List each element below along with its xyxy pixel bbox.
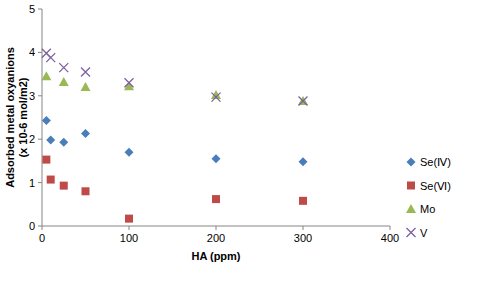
- x-tick: [303, 226, 304, 230]
- y-tick-label: 1: [29, 177, 35, 189]
- data-point: [212, 154, 221, 163]
- data-point: [212, 195, 220, 203]
- data-point: [46, 53, 55, 62]
- x-axis-title: HA (ppm): [191, 250, 240, 262]
- y-axis-title-line: Adsorbed metal oxyanions: [4, 47, 16, 188]
- data-point: [81, 67, 90, 76]
- plot-area: [41, 49, 308, 223]
- y-tick-label: 5: [29, 3, 35, 15]
- x-tick-label: 400: [381, 232, 399, 244]
- data-point: [41, 71, 51, 80]
- y-tick: [38, 95, 42, 96]
- y-axis-title: Adsorbed metal oxyanions(x 10-6 mol/m2): [4, 47, 29, 188]
- legend: Se(Ⅳ) Se(Ⅵ) Mo V: [406, 156, 451, 239]
- x-tick: [42, 226, 43, 230]
- y-tick-label: 3: [29, 90, 35, 102]
- data-point: [125, 148, 134, 157]
- y-tick: [38, 52, 42, 53]
- legend-label: Se(Ⅵ): [420, 180, 451, 192]
- y-tick: [38, 226, 42, 227]
- data-point: [82, 187, 90, 195]
- series-3: [42, 49, 308, 106]
- data-point: [212, 93, 221, 102]
- x-tick: [216, 226, 217, 230]
- data-point: [299, 197, 307, 205]
- x-tick-label: 100: [120, 232, 138, 244]
- data-point: [42, 116, 51, 125]
- legend-marker: [407, 158, 416, 167]
- legend-marker: [407, 228, 416, 237]
- legend-marker: [407, 182, 415, 190]
- data-point: [125, 78, 134, 87]
- y-tick: [38, 139, 42, 140]
- data-point: [299, 97, 308, 106]
- data-point: [59, 77, 69, 86]
- data-point: [42, 156, 50, 164]
- legend-label: Se(Ⅳ): [420, 156, 451, 168]
- y-tick-label: 0: [29, 220, 35, 232]
- y-axis-line: [42, 9, 43, 226]
- data-point: [47, 176, 55, 184]
- x-tick: [390, 226, 391, 230]
- y-tick: [38, 182, 42, 183]
- data-point: [59, 63, 68, 72]
- chart-svg: 0 1 2 3 4 5 0 100 200 300 400 HA (ppm) Adsorbed meta…: [0, 0, 480, 288]
- y-tick-label: 4: [29, 46, 35, 58]
- data-point: [298, 96, 308, 105]
- data-point: [59, 138, 68, 147]
- data-point: [81, 82, 91, 91]
- series-0: [42, 116, 308, 166]
- data-point: [299, 157, 308, 166]
- legend-label: Mo: [420, 203, 435, 215]
- y-tick-label: 2: [29, 133, 35, 145]
- chart-container: 0 1 2 3 4 5 0 100 200 300 400 HA (ppm) Adsorbed meta…: [0, 0, 480, 288]
- data-point: [46, 136, 55, 145]
- series-1: [42, 156, 307, 223]
- legend-marker: [406, 204, 416, 213]
- x-tick: [129, 226, 130, 230]
- x-tick-label: 300: [294, 232, 312, 244]
- y-tick: [38, 9, 42, 10]
- data-point: [125, 215, 133, 223]
- y-axis-title-line: (x 10-6 mol/m2): [17, 77, 29, 157]
- legend-label: V: [420, 227, 428, 239]
- x-tick-label: 200: [207, 232, 225, 244]
- data-point: [81, 129, 90, 138]
- data-point: [60, 182, 68, 190]
- x-tick-label: 0: [39, 232, 45, 244]
